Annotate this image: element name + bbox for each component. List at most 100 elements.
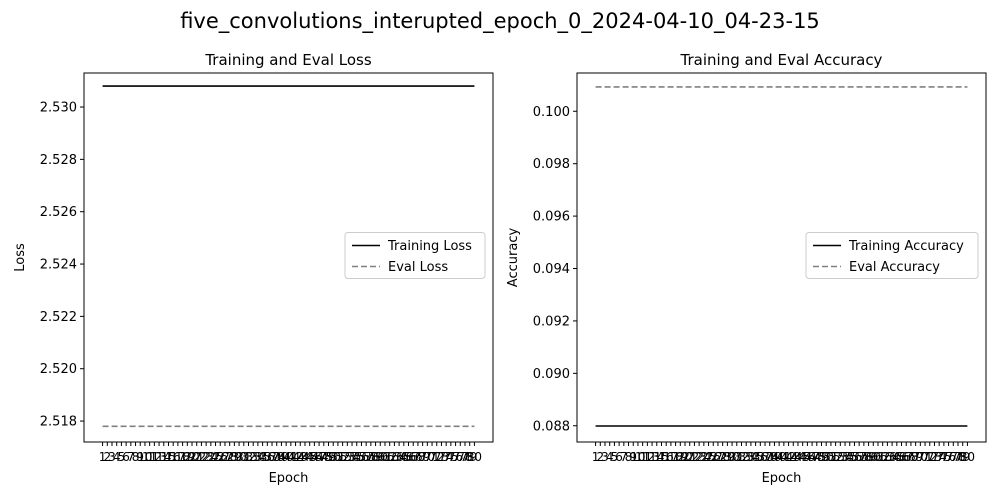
loss-xtick-label: 11 [142, 450, 157, 464]
loss-xtick-label: 24 [203, 450, 218, 464]
loss-xtick-label: 12 [147, 450, 162, 464]
accuracy-ytick-label: 0.092 [533, 314, 570, 329]
loss-xtick-label: 70 [420, 450, 435, 464]
loss-chart-xlabel: Epoch [269, 471, 309, 486]
accuracy-xtick-label: 66 [894, 450, 909, 464]
accuracy-xtick-label: 79 [955, 450, 970, 464]
accuracy-xtick-label: 3 [601, 450, 609, 464]
accuracy-xtick-label: 63 [880, 450, 895, 464]
accuracy-xtick-label: 57 [852, 450, 867, 464]
loss-xtick-label: 64 [391, 450, 406, 464]
accuracy-xtick-label: 70 [913, 450, 928, 464]
loss-xtick-label: 75 [443, 450, 458, 464]
loss-xtick-label: 26 [213, 450, 228, 464]
loss-xtick-label: 60 [373, 450, 388, 464]
accuracy-xtick-label: 62 [875, 450, 890, 464]
loss-xtick-label: 49 [321, 450, 336, 464]
accuracy-legend-box [805, 232, 979, 279]
accuracy-xtick-label: 74 [932, 450, 947, 464]
accuracy-chart-title: Training and Eval Accuracy [680, 51, 883, 69]
accuracy-xtick-label: 4 [606, 450, 614, 464]
loss-xtick-label: 44 [297, 450, 312, 464]
loss-plot-frame [83, 72, 494, 443]
accuracy-xtick-label: 31 [729, 450, 744, 464]
accuracy-xtick-label: 59 [861, 450, 876, 464]
loss-xtick-label: 2 [103, 450, 111, 464]
accuracy-ytick-label: 0.094 [533, 262, 570, 277]
loss-xtick-label: 17 [170, 450, 185, 464]
accuracy-xtick-label: 77 [946, 450, 961, 464]
accuracy-xtick-label: 26 [706, 450, 721, 464]
accuracy-xtick-label: 2 [596, 450, 604, 464]
loss-xtick-label: 61 [377, 450, 392, 464]
loss-ytick-label: 2.524 [40, 258, 77, 273]
accuracy-xtick-label: 9 [629, 450, 637, 464]
loss-xtick-label: 79 [462, 450, 477, 464]
loss-xtick-label: 45 [302, 450, 317, 464]
accuracy-xtick-label: 67 [899, 450, 914, 464]
loss-xtick-label: 47 [311, 450, 326, 464]
accuracy-xtick-label: 52 [828, 450, 843, 464]
loss-xtick-label: 55 [349, 450, 364, 464]
accuracy-xtick-label: 55 [842, 450, 857, 464]
accuracy-xtick-label: 32 [734, 450, 749, 464]
loss-xtick-label: 41 [283, 450, 298, 464]
accuracy-xtick-label: 30 [724, 450, 739, 464]
accuracy-xtick-label: 25 [701, 450, 716, 464]
accuracy-xtick-label: 71 [917, 450, 932, 464]
loss-xtick-label: 27 [217, 450, 232, 464]
accuracy-xtick-label: 28 [715, 450, 730, 464]
accuracy-xtick-label: 37 [757, 450, 772, 464]
accuracy-xtick-label: 42 [781, 450, 796, 464]
loss-xtick-label: 39 [274, 450, 289, 464]
accuracy-xtick-label: 8 [625, 450, 633, 464]
loss-xtick-label: 37 [264, 450, 279, 464]
accuracy-xtick-label: 19 [673, 450, 688, 464]
loss-ytick-label: 2.526 [40, 205, 77, 220]
accuracy-xtick-label: 65 [889, 450, 904, 464]
accuracy-xtick-label: 10 [630, 450, 645, 464]
accuracy-xtick-label: 17 [663, 450, 678, 464]
loss-ytick-label: 2.518 [40, 415, 77, 430]
loss-xtick-label: 3 [108, 450, 116, 464]
loss-xtick-label: 1 [99, 450, 107, 464]
loss-xtick-label: 77 [453, 450, 468, 464]
loss-xtick-label: 18 [175, 450, 190, 464]
loss-ytick-label: 2.522 [40, 310, 77, 325]
accuracy-xtick-label: 21 [682, 450, 697, 464]
accuracy-plot-frame [576, 72, 987, 443]
accuracy-chart-xlabel: Epoch [762, 471, 802, 486]
accuracy-xtick-label: 53 [833, 450, 848, 464]
loss-xtick-label: 78 [457, 450, 472, 464]
accuracy-xtick-label: 78 [950, 450, 965, 464]
accuracy-ytick-label: 0.096 [533, 210, 570, 225]
loss-xtick-label: 56 [354, 450, 369, 464]
accuracy-chart-panel: Training and Eval Accuracy Epoch Accurac… [506, 51, 987, 486]
loss-legend-label: Eval Loss [388, 260, 448, 275]
accuracy-xtick-label: 58 [856, 450, 871, 464]
loss-xtick-label: 14 [156, 450, 171, 464]
loss-ytick-label: 2.528 [40, 153, 77, 168]
loss-xtick-label: 46 [307, 450, 322, 464]
accuracy-xtick-label: 50 [819, 450, 834, 464]
loss-xtick-label: 15 [161, 450, 176, 464]
loss-legend: Training Loss Eval Loss [344, 232, 486, 279]
accuracy-xtick-label: 34 [743, 450, 758, 464]
loss-xtick-label: 63 [387, 450, 402, 464]
loss-xtick-label: 28 [222, 450, 237, 464]
loss-xtick-label: 20 [184, 450, 199, 464]
loss-xtick-label: 59 [368, 450, 383, 464]
accuracy-xtick-label: 33 [739, 450, 754, 464]
loss-xtick-label: 4 [113, 450, 121, 464]
accuracy-xtick-label: 6 [615, 450, 623, 464]
loss-xtick-label: 32 [241, 450, 256, 464]
loss-xtick-label: 48 [316, 450, 331, 464]
loss-xtick-label: 23 [198, 450, 213, 464]
accuracy-xtick-label: 38 [762, 450, 777, 464]
loss-xtick-label: 21 [189, 450, 204, 464]
loss-xtick-label: 38 [269, 450, 284, 464]
accuracy-xtick-label: 75 [936, 450, 951, 464]
accuracy-xtick-label: 18 [668, 450, 683, 464]
accuracy-xtick-label: 1 [592, 450, 600, 464]
loss-xtick-label: 30 [231, 450, 246, 464]
